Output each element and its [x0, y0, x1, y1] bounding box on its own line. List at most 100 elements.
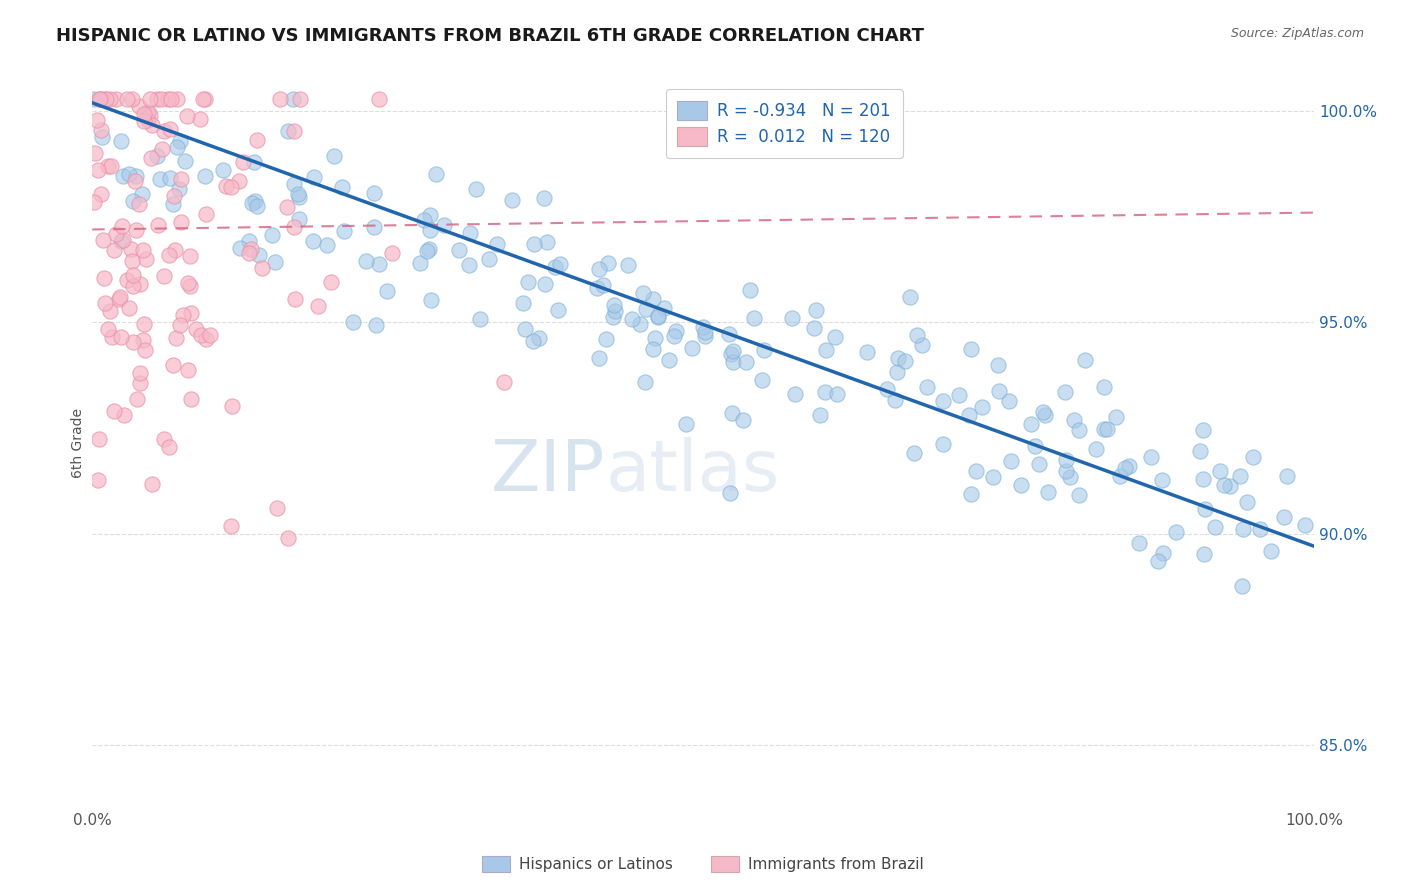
- Point: [160, 91, 183, 105]
- Point: [111, 219, 134, 233]
- Point: [238, 245, 260, 260]
- Point: [458, 226, 481, 240]
- Point: [814, 343, 837, 358]
- Point: [121, 254, 143, 268]
- Point: [333, 224, 356, 238]
- Point: [752, 343, 775, 357]
- Text: ZIP: ZIP: [491, 437, 606, 507]
- Point: [249, 248, 271, 262]
- Point: [512, 296, 534, 310]
- Point: [1147, 554, 1170, 568]
- Point: [381, 246, 404, 260]
- Point: [515, 321, 537, 335]
- Point: [1114, 461, 1136, 475]
- Point: [101, 330, 124, 344]
- Point: [132, 317, 155, 331]
- Point: [159, 170, 181, 185]
- Point: [1092, 379, 1115, 393]
- Point: [1032, 405, 1054, 419]
- Point: [693, 328, 716, 343]
- Point: [120, 243, 142, 257]
- Point: [135, 106, 157, 120]
- Point: [911, 338, 934, 352]
- Point: [316, 238, 339, 252]
- Point: [987, 384, 1010, 398]
- Point: [1229, 469, 1251, 483]
- Point: [681, 341, 703, 355]
- Point: [647, 310, 669, 325]
- Point: [124, 169, 146, 184]
- Point: [91, 233, 114, 247]
- Point: [903, 446, 925, 460]
- Point: [1105, 410, 1128, 425]
- Point: [588, 262, 610, 277]
- Point: [111, 169, 134, 183]
- Point: [322, 149, 344, 163]
- Point: [152, 268, 174, 283]
- Point: [150, 143, 173, 157]
- Point: [354, 253, 377, 268]
- Point: [287, 187, 309, 202]
- Point: [179, 249, 201, 263]
- Point: [149, 172, 172, 186]
- Point: [276, 200, 298, 214]
- Point: [592, 277, 614, 292]
- Point: [194, 206, 217, 220]
- Point: [1204, 520, 1226, 534]
- Point: [366, 318, 388, 332]
- Point: [647, 310, 669, 324]
- Point: [221, 399, 243, 413]
- Point: [464, 182, 486, 196]
- Point: [110, 134, 132, 148]
- Text: Source: ZipAtlas.com: Source: ZipAtlas.com: [1230, 27, 1364, 40]
- Point: [751, 373, 773, 387]
- Point: [602, 310, 624, 324]
- Point: [90, 186, 112, 201]
- Point: [110, 234, 132, 248]
- Point: [172, 308, 194, 322]
- Point: [146, 219, 169, 233]
- Point: [1166, 524, 1188, 539]
- Point: [141, 119, 163, 133]
- Point: [1036, 484, 1059, 499]
- Point: [905, 327, 928, 342]
- Point: [117, 301, 139, 315]
- Point: [522, 334, 544, 348]
- Point: [1152, 473, 1174, 487]
- Point: [121, 268, 143, 282]
- Point: [246, 199, 269, 213]
- Point: [125, 222, 148, 236]
- Point: [1024, 440, 1046, 454]
- Point: [720, 347, 742, 361]
- Point: [981, 469, 1004, 483]
- Point: [157, 247, 180, 261]
- Point: [413, 213, 436, 227]
- Point: [122, 334, 145, 349]
- Point: [153, 123, 176, 137]
- Point: [115, 273, 138, 287]
- Point: [135, 252, 157, 266]
- Point: [180, 306, 202, 320]
- Point: [163, 189, 186, 203]
- Point: [83, 195, 105, 210]
- Point: [585, 281, 607, 295]
- Point: [122, 279, 145, 293]
- Point: [458, 259, 481, 273]
- Point: [122, 194, 145, 208]
- Point: [90, 122, 112, 136]
- Point: [170, 172, 193, 186]
- Point: [598, 256, 620, 270]
- Point: [288, 190, 311, 204]
- Point: [628, 317, 651, 331]
- Point: [721, 355, 744, 369]
- Point: [129, 366, 152, 380]
- Point: [1194, 501, 1216, 516]
- Point: [960, 342, 983, 356]
- Point: [1241, 450, 1264, 464]
- Point: [108, 290, 131, 304]
- Point: [194, 91, 217, 105]
- Point: [814, 384, 837, 399]
- Point: [1275, 469, 1298, 483]
- Point: [124, 174, 146, 188]
- Point: [139, 152, 162, 166]
